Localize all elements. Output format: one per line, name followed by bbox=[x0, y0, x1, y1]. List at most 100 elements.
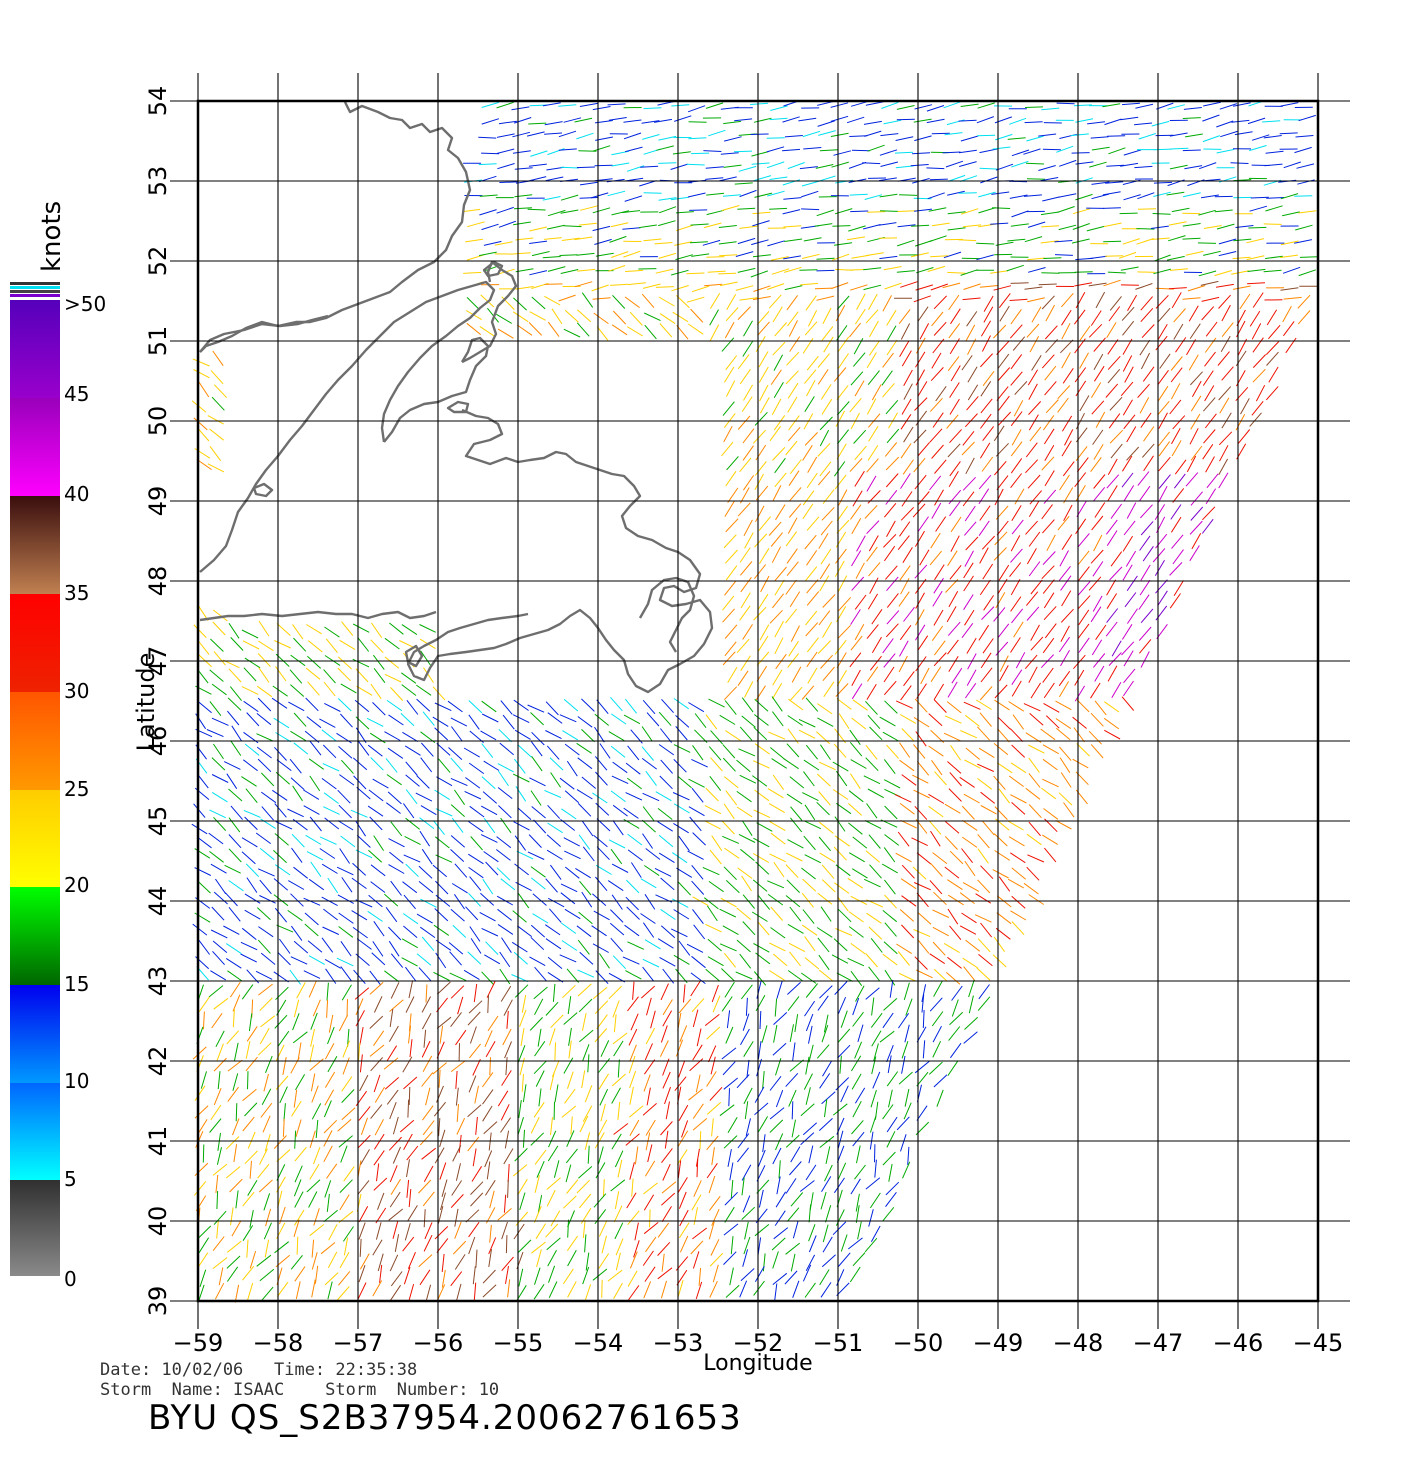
wind-barb bbox=[1061, 415, 1073, 432]
wind-barb bbox=[1010, 354, 1023, 370]
wind-barb bbox=[324, 1180, 332, 1198]
wind-barb bbox=[319, 718, 336, 728]
wind-barb bbox=[1010, 282, 1029, 284]
wind-barb bbox=[724, 641, 737, 657]
wind-barb bbox=[963, 562, 974, 579]
wind-barb bbox=[1091, 193, 1110, 200]
wind-barb bbox=[209, 701, 222, 717]
wind-barb bbox=[757, 1116, 769, 1133]
wind-barb bbox=[623, 714, 641, 725]
wind-barb bbox=[868, 425, 879, 442]
wind-barb bbox=[1093, 474, 1106, 489]
wind-barb bbox=[883, 941, 898, 955]
wind-barb bbox=[831, 282, 849, 290]
wind-barb bbox=[1107, 355, 1121, 370]
wind-barb bbox=[804, 804, 816, 821]
wind-barb bbox=[294, 1165, 303, 1183]
wind-barb bbox=[883, 119, 902, 125]
wind-barb bbox=[707, 956, 724, 967]
wind-barb bbox=[234, 1284, 240, 1303]
wind-barb bbox=[560, 194, 579, 201]
wind-barb bbox=[850, 1178, 861, 1195]
wind-barb bbox=[226, 1255, 241, 1269]
wind-barb bbox=[900, 1134, 907, 1152]
wind-barb bbox=[729, 1267, 734, 1286]
wind-barb bbox=[786, 548, 798, 564]
wind-barb bbox=[1107, 665, 1118, 682]
wind-barb bbox=[740, 984, 753, 1000]
wind-barb bbox=[914, 1061, 930, 1074]
wind-barb bbox=[993, 607, 1006, 622]
wind-barb bbox=[531, 296, 546, 310]
wind-barb bbox=[738, 748, 756, 757]
wind-barb bbox=[598, 1253, 610, 1269]
wind-barb bbox=[766, 137, 785, 139]
wind-barb bbox=[210, 370, 224, 385]
wind-barb bbox=[901, 491, 913, 507]
wind-barb bbox=[1170, 367, 1183, 383]
wind-barb bbox=[863, 775, 881, 785]
wind-barb bbox=[611, 894, 623, 910]
wind-barb bbox=[819, 461, 832, 477]
wind-barb bbox=[757, 921, 770, 936]
wind-barb bbox=[1279, 132, 1298, 135]
wind-barb bbox=[264, 1239, 270, 1258]
wind-barb bbox=[231, 1220, 242, 1237]
wind-barb bbox=[1104, 701, 1120, 713]
wind-barb bbox=[942, 151, 961, 154]
wind-barb bbox=[517, 1178, 528, 1195]
wind-barb bbox=[671, 104, 690, 107]
wind-barb bbox=[933, 321, 947, 336]
wind-barb bbox=[1199, 162, 1217, 170]
wind-barb bbox=[789, 487, 802, 502]
wind-barb bbox=[719, 1104, 735, 1117]
wind-barb bbox=[1220, 335, 1231, 352]
wind-barb bbox=[787, 970, 804, 982]
wind-barb bbox=[771, 268, 790, 275]
wind-barb bbox=[882, 1012, 894, 1029]
wind-barb bbox=[642, 806, 655, 822]
wind-barb bbox=[1221, 412, 1232, 429]
wind-barb bbox=[377, 1192, 385, 1210]
wind-barb bbox=[463, 969, 480, 981]
wind-barb bbox=[932, 412, 944, 428]
wind-barb bbox=[927, 192, 945, 200]
wind-barb bbox=[856, 535, 866, 552]
wind-barb bbox=[478, 163, 497, 166]
wind-barb bbox=[1057, 206, 1075, 213]
wind-barb bbox=[282, 1057, 287, 1075]
wind-barb bbox=[676, 1149, 688, 1165]
wind-barb bbox=[824, 1099, 828, 1118]
wind-barb bbox=[276, 759, 292, 771]
wind-barb bbox=[977, 763, 995, 772]
wind-barb bbox=[1125, 550, 1137, 567]
wind-barb bbox=[744, 1221, 749, 1240]
wind-barb bbox=[753, 285, 771, 292]
wind-barb bbox=[408, 1283, 415, 1302]
wind-barb bbox=[369, 981, 384, 995]
wind-barb bbox=[790, 1192, 804, 1207]
wind-barb bbox=[851, 149, 870, 152]
wind-barb bbox=[849, 773, 861, 789]
wind-barb bbox=[1185, 133, 1203, 138]
wind-barb bbox=[807, 456, 818, 473]
wind-barb bbox=[657, 1241, 671, 1256]
wind-barb bbox=[500, 985, 512, 1002]
wind-barb bbox=[1139, 397, 1150, 414]
wind-barb bbox=[675, 211, 694, 214]
wind-barb bbox=[1010, 762, 1027, 774]
wind-barb bbox=[1078, 637, 1090, 653]
wind-barb bbox=[736, 638, 750, 654]
wind-barb bbox=[249, 1210, 254, 1228]
wind-barb bbox=[1010, 458, 1023, 474]
wind-barb bbox=[328, 1224, 338, 1241]
wind-barb bbox=[869, 1115, 877, 1133]
wind-barb bbox=[903, 606, 915, 622]
wind-barb bbox=[611, 713, 627, 725]
wind-barb bbox=[789, 776, 805, 789]
wind-barb bbox=[359, 1149, 370, 1166]
wind-barb bbox=[432, 864, 448, 878]
wind-barb bbox=[840, 1234, 848, 1252]
wind-barb bbox=[798, 718, 816, 728]
